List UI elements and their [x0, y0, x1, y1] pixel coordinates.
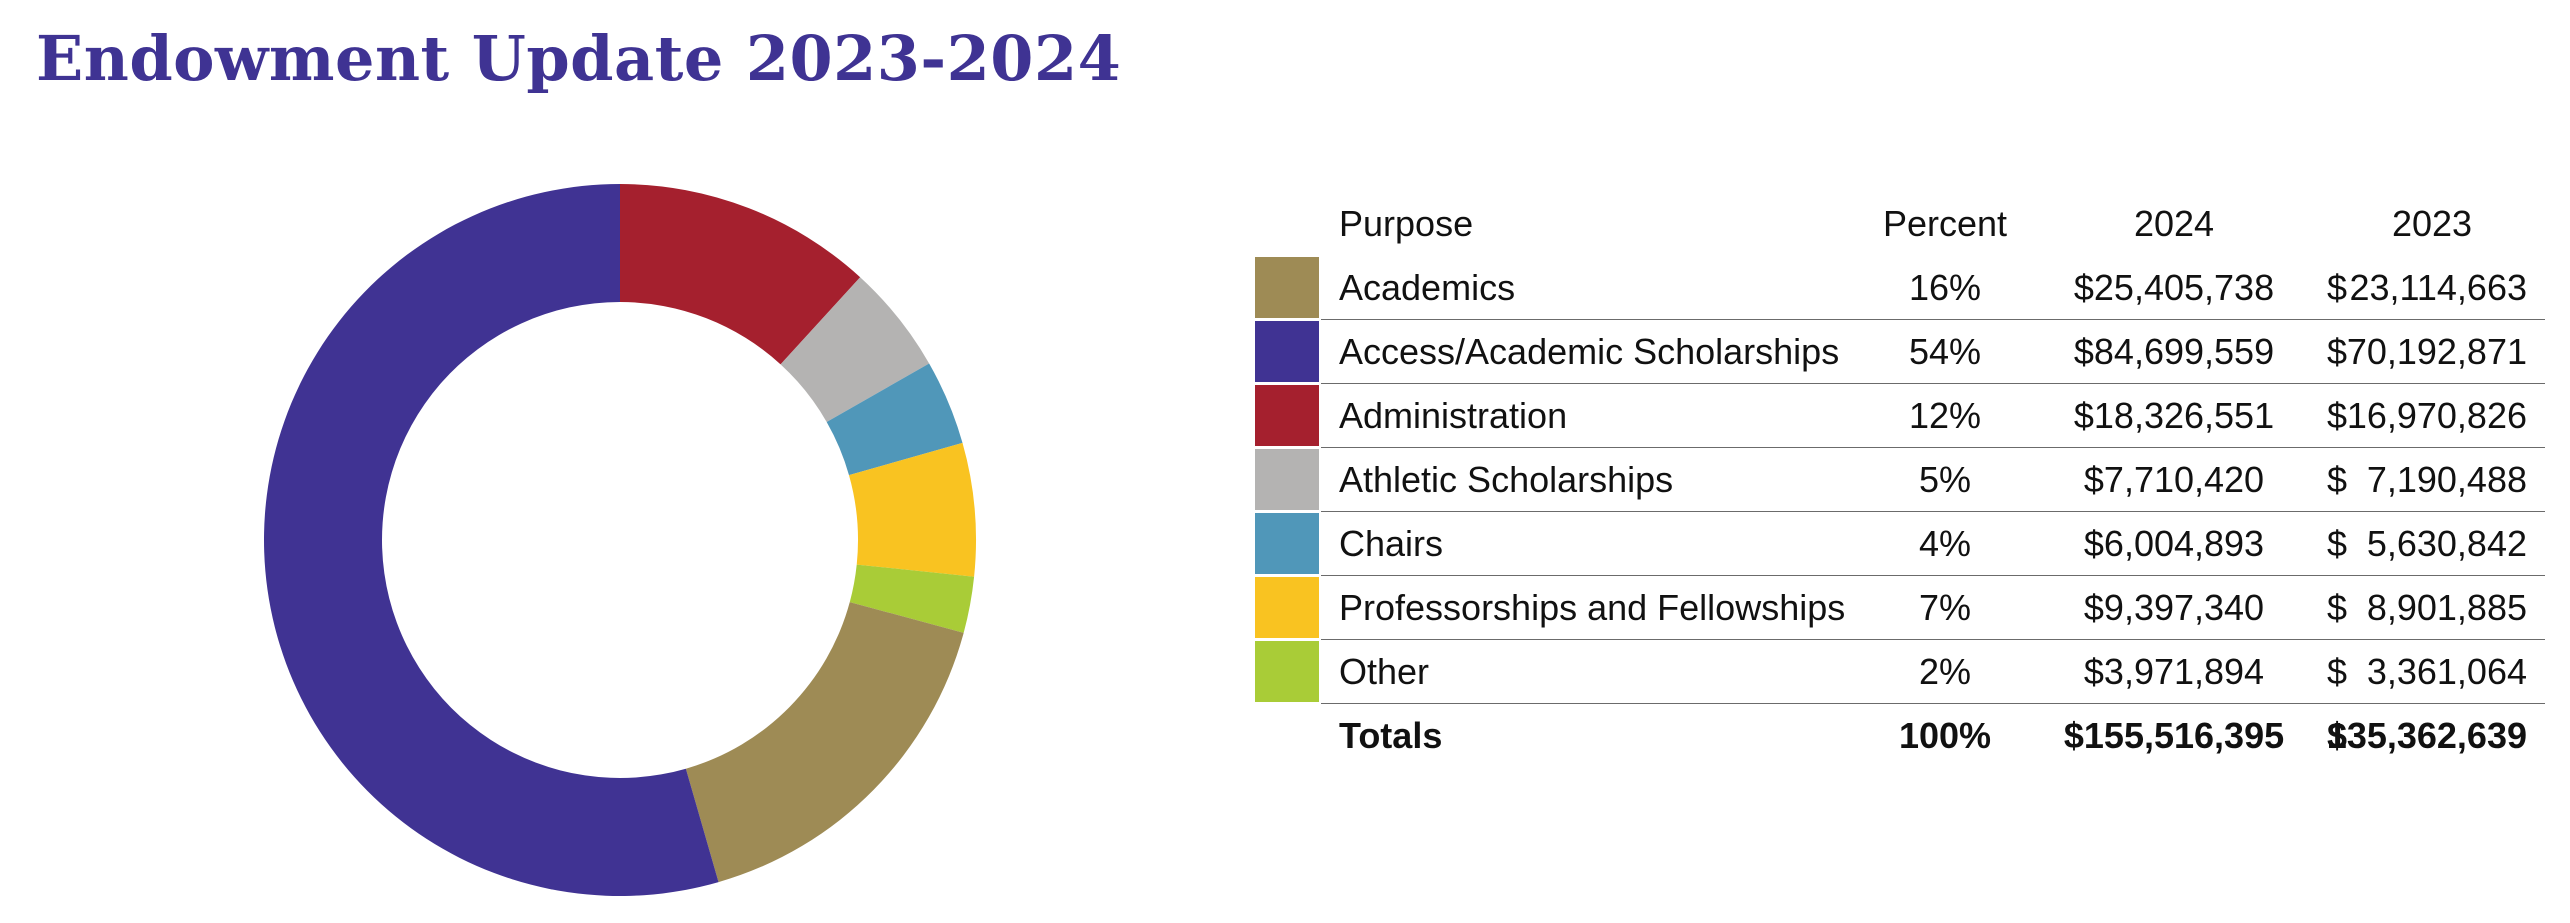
donut-slice-access-academic-scholarships	[263, 184, 719, 896]
donut-slice-athletic-scholarships	[780, 277, 930, 422]
value-2024-cell: $25,405,738	[2029, 256, 2319, 320]
currency-symbol: $	[2327, 266, 2348, 308]
purpose-cell: Access/Academic Scholarships	[1321, 319, 1861, 384]
legend-swatch-cell	[1255, 640, 1321, 704]
legend-swatch-cell	[1255, 384, 1321, 448]
percent-cell: 12%	[1861, 383, 2029, 448]
value-2023-amount: 23,114,663	[2349, 266, 2527, 308]
donut-slice-other	[849, 564, 975, 633]
totals-2023-amount: 135,362,639	[2326, 714, 2527, 756]
legend-swatch-other	[1255, 641, 1319, 702]
currency-symbol: $	[2327, 586, 2348, 628]
table-row-chairs: Chairs 4% $6,004,893 $5,630,842	[1255, 511, 2545, 576]
percent-cell: 54%	[1861, 319, 2029, 384]
value-2023-amount: 8,901,885	[2366, 586, 2527, 628]
header-swatch	[1255, 192, 1321, 256]
legend-swatch-athletic-scholarships	[1255, 449, 1319, 510]
value-2023-amount: 3,361,064	[2366, 650, 2527, 692]
legend-swatch-cell	[1255, 448, 1321, 512]
purpose-cell: Chairs	[1321, 511, 1861, 576]
table-row-academics: Academics 16% $25,405,738 $23,114,663	[1255, 256, 2545, 320]
donut-slice-professorships-and-fellowships	[848, 442, 976, 577]
currency-symbol: $	[2327, 522, 2348, 564]
legend-swatch-professorships-and-fellowships	[1255, 577, 1319, 638]
header-2023: 2023	[2391, 203, 2473, 244]
value-2023-cell: $23,114,663	[2319, 256, 2545, 320]
value-2023-cell: $16,970,826	[2319, 383, 2545, 448]
endowment-table: Purpose Percent 2024 2023 Academics 16% $2…	[1255, 192, 2545, 767]
value-2023-amount: 5,630,842	[2366, 522, 2527, 564]
value-2023-cell: $5,630,842	[2319, 511, 2545, 576]
legend-swatch-cell	[1255, 576, 1321, 640]
totals-2024: $155,516,395	[2063, 714, 2285, 756]
totals-label: Totals	[1339, 714, 1443, 756]
value-2024-cell: $7,710,420	[2029, 447, 2319, 512]
value-2023-amount: 70,192,871	[2346, 330, 2527, 372]
totals-2023: $ 135,362,639	[2319, 704, 2545, 768]
purpose-cell: Professorships and Fellowships	[1321, 575, 1861, 640]
donut-slice-administration	[620, 184, 861, 365]
currency-symbol: $	[2327, 714, 2348, 756]
legend-swatch-cell	[1255, 256, 1321, 320]
legend-swatch-administration	[1255, 385, 1319, 446]
currency-symbol: $	[2327, 458, 2348, 500]
table-header-row: Purpose Percent 2024 2023	[1255, 192, 2545, 256]
legend-swatch-academics	[1255, 257, 1319, 319]
value-2023-amount: 7,190,488	[2366, 458, 2527, 500]
header-purpose: Purpose	[1339, 203, 1474, 244]
percent-cell: 4%	[1861, 511, 2029, 576]
currency-symbol: $	[2327, 394, 2348, 436]
value-2024-cell: $6,004,893	[2029, 511, 2319, 576]
totals-percent: 100%	[1898, 714, 1992, 756]
table-row-athletic-scholarships: Athletic Scholarships 5% $7,710,420 $7,190,…	[1255, 447, 2545, 512]
legend-swatch-cell	[1255, 512, 1321, 576]
percent-cell: 16%	[1861, 256, 2029, 320]
purpose-cell: Other	[1321, 639, 1861, 704]
value-2024-cell: $84,699,559	[2029, 319, 2319, 384]
percent-cell: 7%	[1861, 575, 2029, 640]
value-2023-cell: $70,192,871	[2319, 319, 2545, 384]
header-2024: 2024	[2133, 203, 2215, 244]
value-2024-cell: $18,326,551	[2029, 383, 2319, 448]
totals-row: Totals 100% $155,516,395 $ 135,362,639	[1255, 704, 2545, 768]
purpose-cell: Administration	[1321, 383, 1861, 448]
donut-chart	[263, 184, 976, 896]
value-2024-cell: $3,971,894	[2029, 639, 2319, 704]
percent-cell: 2%	[1861, 639, 2029, 704]
donut-slice-chairs	[826, 363, 963, 476]
table-row-professorships-and-fellowships: Professorships and Fellowships 7% $9,397,3…	[1255, 575, 2545, 640]
donut-slice-academics	[685, 602, 964, 883]
currency-symbol: $	[2327, 330, 2348, 372]
legend-swatch-cell	[1255, 320, 1321, 384]
table-row-administration: Administration 12% $18,326,551 $16,970,826	[1255, 383, 2545, 448]
page-title: Endowment Update 2023-2024	[36, 22, 1122, 95]
table-row-other: Other 2% $3,971,894 $3,361,064	[1255, 639, 2545, 704]
value-2023-cell: $7,190,488	[2319, 447, 2545, 512]
value-2023-cell: $3,361,064	[2319, 639, 2545, 704]
currency-symbol: $	[2327, 650, 2348, 692]
value-2023-amount: 16,970,826	[2346, 394, 2527, 436]
legend-swatch-chairs	[1255, 513, 1319, 574]
purpose-cell: Academics	[1321, 256, 1861, 320]
totals-swatch	[1255, 704, 1321, 768]
value-2024-cell: $9,397,340	[2029, 575, 2319, 640]
purpose-cell: Athletic Scholarships	[1321, 447, 1861, 512]
header-percent: Percent	[1882, 203, 2008, 244]
legend-swatch-access-academic-scholarships	[1255, 321, 1319, 382]
value-2023-cell: $8,901,885	[2319, 575, 2545, 640]
table-row-access-academic-scholarships: Access/Academic Scholarships 54% $84,699,5…	[1255, 319, 2545, 384]
percent-cell: 5%	[1861, 447, 2029, 512]
